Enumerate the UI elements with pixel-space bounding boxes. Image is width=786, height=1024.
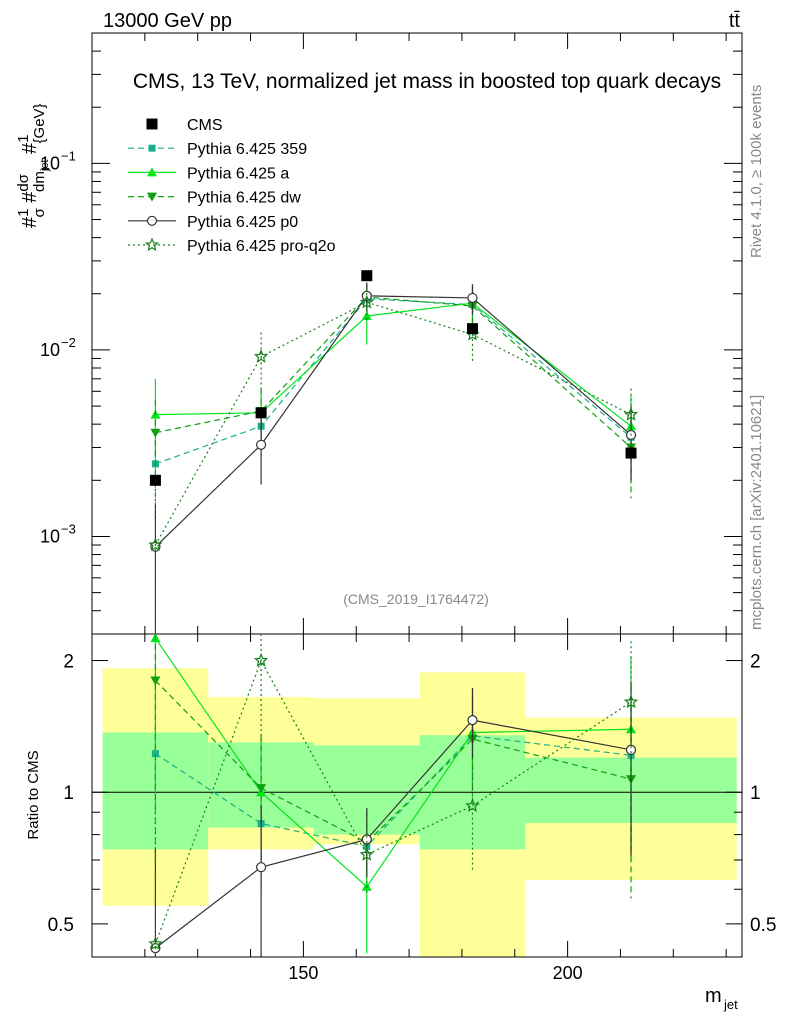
main-y-tick-exponent: −3	[61, 521, 76, 536]
series-p0	[150, 282, 637, 634]
series-p359	[151, 288, 635, 519]
point-cms	[149, 474, 161, 486]
ratio-y-tick-label: 2	[63, 652, 74, 673]
ratio-point-dw	[150, 676, 161, 686]
ratio-point-q2o	[623, 694, 639, 709]
legend-label-p359: Pythia 6.425 359	[187, 141, 307, 158]
point-cms	[361, 270, 373, 282]
ratio-y-tick-label-right: 1	[750, 783, 761, 804]
plot-title: CMS, 13 TeV, normalized jet mass in boos…	[133, 70, 721, 93]
ratio-point-q2o	[148, 936, 163, 950]
legend-marker-dw	[147, 192, 157, 202]
ratio-y-axis-label: Ratio to CMS	[25, 750, 42, 839]
point-q2o	[253, 349, 269, 363]
analysis-id: (CMS_2019_I1764472)	[343, 591, 489, 607]
ratio-point-q2o	[253, 652, 269, 667]
series-a	[150, 284, 637, 481]
point-dw	[150, 428, 161, 438]
line-dw	[155, 296, 632, 448]
legend: CMS Pythia 6.425 359 Pythia 6.425 a Pythia …	[128, 117, 336, 255]
plot-frames	[91, 32, 743, 958]
main-y-axis-label: #1σ #dσdmjet #1{GeV}	[15, 103, 51, 228]
ratio-point-p0	[361, 834, 372, 845]
point-cms	[625, 447, 637, 459]
main-y-tick-label: 10	[40, 153, 60, 173]
line-p359	[155, 298, 632, 465]
x-tick-label: 150	[288, 963, 318, 983]
ratio-point-p0	[625, 744, 637, 755]
point-cms	[255, 407, 267, 419]
point-q2o	[623, 407, 639, 421]
svg-text:#1σ #dσdmjet #1{GeV}: #1σ #dσdmjet #1{GeV}	[15, 103, 51, 228]
x-axis-label: m jet	[705, 985, 738, 1012]
x-axis-label-main: m	[705, 985, 722, 1007]
ratio-point-dw	[256, 784, 267, 794]
rivet-label: Rivet 4.1.0, ≥ 100k events	[748, 85, 765, 258]
x-axis-label-sub: jet	[723, 997, 738, 1012]
ratio-point-p0	[256, 862, 267, 873]
point-q2o	[359, 294, 374, 309]
legend-label-cms: CMS	[187, 117, 223, 134]
ratio-series	[148, 633, 639, 957]
ratio-line-q2o	[154, 659, 632, 945]
line-p0	[154, 295, 632, 548]
legend-marker-q2o	[144, 237, 160, 252]
main-y-tick-label: 10	[40, 526, 60, 546]
ratio-y-tick-label-right: 2	[750, 652, 761, 673]
x-tick-label: 200	[553, 963, 583, 983]
line-q2o	[154, 301, 632, 546]
mcplots-label: mcplots.cern.ch [arXiv:2401.10621]	[748, 395, 765, 630]
series-q2o	[148, 287, 639, 634]
point-p0	[256, 439, 267, 450]
legend-marker-cms	[146, 118, 158, 130]
legend-marker-a	[147, 167, 157, 177]
ratio-series-q2o	[148, 634, 639, 957]
legend-label-q2o: Pythia 6.425 pro-q2o	[187, 238, 336, 255]
legend-label-a: Pythia 6.425 a	[187, 165, 289, 182]
process-label: tt̄	[729, 10, 741, 32]
main-y-tick-exponent: −2	[61, 335, 76, 350]
main-y-tick-exponent: −1	[61, 148, 76, 163]
legend-marker-p359	[148, 144, 156, 152]
ratio-y-tick-label: 1	[63, 783, 74, 804]
ratio-point-p0	[467, 715, 478, 726]
ratio-y-tick-label-right: 0.5	[750, 915, 776, 936]
series-cms	[149, 270, 637, 486]
ratio-plot-frame	[91, 633, 743, 958]
point-q2o	[148, 537, 163, 552]
energy-label: 13000 GeV pp	[103, 10, 232, 32]
series-dw	[150, 283, 637, 499]
main-y-tick-label: 10	[40, 340, 60, 360]
main-series	[148, 270, 639, 634]
ratio-y-tick-label: 0.5	[48, 915, 74, 936]
point-a	[361, 311, 372, 321]
point-cms	[466, 323, 478, 335]
ratio-uncertainty-bands	[102, 668, 737, 957]
ratio-point-q2o	[359, 847, 374, 861]
legend-label-dw: Pythia 6.425 dw	[187, 190, 301, 207]
ratio-point-q2o	[465, 798, 480, 812]
line-a	[155, 302, 632, 427]
ratio-line-dw	[154, 680, 632, 844]
legend-label-p0: Pythia 6.425 p0	[187, 214, 298, 231]
point-p0	[467, 292, 478, 304]
legend-marker-p0	[146, 215, 158, 226]
